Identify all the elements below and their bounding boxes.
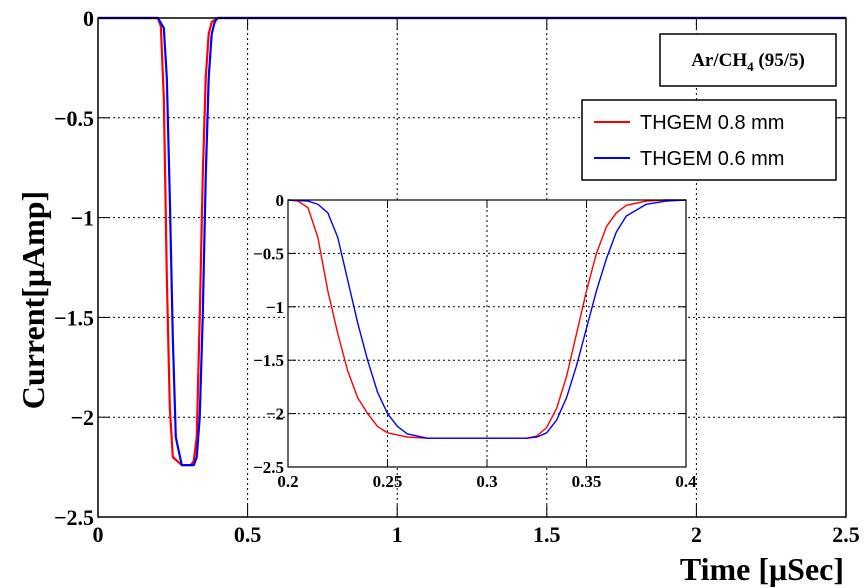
inset-ytick-label: −2 xyxy=(266,405,284,424)
gas-annotation-box xyxy=(659,33,837,87)
main-xtick-label: 0.5 xyxy=(234,522,262,547)
legend-box xyxy=(581,99,837,181)
inset-chart: 0.2 0.25 0.3 0.35 0.4 0 −0.5 −1 −1.5 −2 −2.5 xyxy=(253,191,697,491)
inset-ticks: 0.2 0.25 0.3 0.35 0.4 0 −0.5 −1 −1.5 −2 −2.5 xyxy=(253,191,697,491)
inset-ytick-label: −0.5 xyxy=(253,244,284,263)
main-xtick-label: 0 xyxy=(93,522,104,547)
inset-ytick-label: −2.5 xyxy=(253,458,284,477)
main-ytick-label: −2.5 xyxy=(54,505,94,530)
main-series-thgem-0-8-mm xyxy=(98,16,846,467)
inset-plot-frame xyxy=(287,199,687,468)
inset-xtick-label: 0.25 xyxy=(373,472,403,491)
main-series-thgem-0-6-mm xyxy=(98,16,846,467)
inset-xtick-label: 0.4 xyxy=(675,472,697,491)
inset-ytick-label: −1.5 xyxy=(253,351,284,370)
inset-xtick-label: 0.3 xyxy=(476,472,497,491)
main-ytick-label: −2 xyxy=(70,405,94,430)
main-ytick-label: 0 xyxy=(83,6,94,31)
inset-series-thgem-0-6-mm xyxy=(287,199,687,439)
main-ytick-label: −1 xyxy=(70,206,94,231)
gas-annotation-main: Ar/CH xyxy=(691,50,747,71)
main-plot-frame xyxy=(97,17,847,518)
x-axis-title: Time [μSec] xyxy=(680,551,844,587)
y-axis-title: Current[μAmp] xyxy=(15,191,51,409)
gas-annotation: Ar/CH4 (95/5) xyxy=(659,33,837,87)
gas-annotation-tail: (95/5) xyxy=(754,50,805,71)
main-ytick-label: −0.5 xyxy=(54,106,94,131)
legend: THGEM 0.8 mm THGEM 0.6 mm xyxy=(581,99,837,181)
inset-xtick-label: 0.35 xyxy=(572,472,602,491)
inset-series xyxy=(287,199,687,439)
legend-label-0-8mm: THGEM 0.8 mm xyxy=(640,112,784,134)
inset-background xyxy=(288,200,686,467)
inset-ytick-label: −1 xyxy=(266,298,284,317)
main-chart: 0 0.5 1 1.5 2 2.5 0 −0.5 −1 −1.5 −2 −2.5 xyxy=(54,6,860,547)
main-ytick-label: −1.5 xyxy=(54,305,94,330)
main-xtick-label: 2 xyxy=(691,522,702,547)
main-xtick-label: 1.5 xyxy=(533,522,561,547)
gas-annotation-sub: 4 xyxy=(747,59,754,74)
legend-label-0-6mm: THGEM 0.6 mm xyxy=(640,148,784,170)
main-series xyxy=(98,16,846,467)
main-xtick-label: 2.5 xyxy=(832,522,860,547)
main-xtick-label: 1 xyxy=(392,522,403,547)
gas-annotation-label: Ar/CH4 (95/5) xyxy=(691,50,805,74)
inset-xtick-label: 0.2 xyxy=(277,472,298,491)
inset-ytick-label: 0 xyxy=(276,191,285,210)
main-ticks: 0 0.5 1 1.5 2 2.5 0 −0.5 −1 −1.5 −2 −2.5 xyxy=(54,6,860,547)
